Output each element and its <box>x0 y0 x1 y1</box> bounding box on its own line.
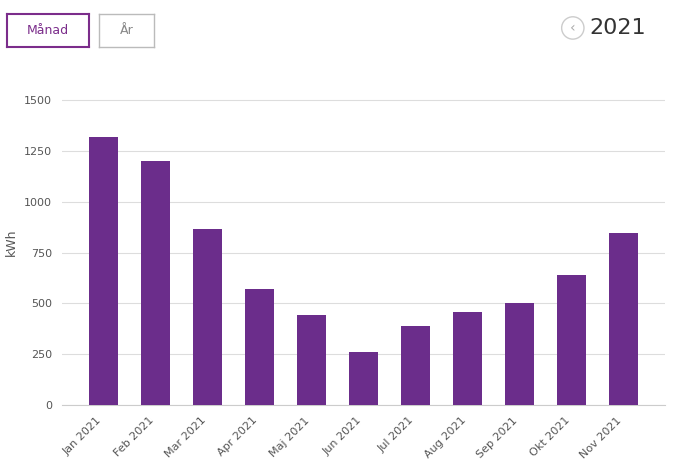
Text: ‹: ‹ <box>570 21 576 35</box>
Bar <box>349 352 378 405</box>
Bar <box>506 303 534 405</box>
Text: 2021: 2021 <box>589 18 646 38</box>
Bar <box>401 326 430 405</box>
Bar <box>141 161 170 405</box>
Text: År: År <box>120 24 134 37</box>
Bar <box>609 233 638 405</box>
Text: Månad: Månad <box>27 24 69 37</box>
Bar <box>557 275 586 405</box>
Bar <box>453 312 482 405</box>
Bar <box>297 315 326 405</box>
Y-axis label: kWh: kWh <box>5 228 19 256</box>
Bar <box>89 137 118 405</box>
Bar <box>193 229 222 405</box>
Bar <box>245 289 274 405</box>
